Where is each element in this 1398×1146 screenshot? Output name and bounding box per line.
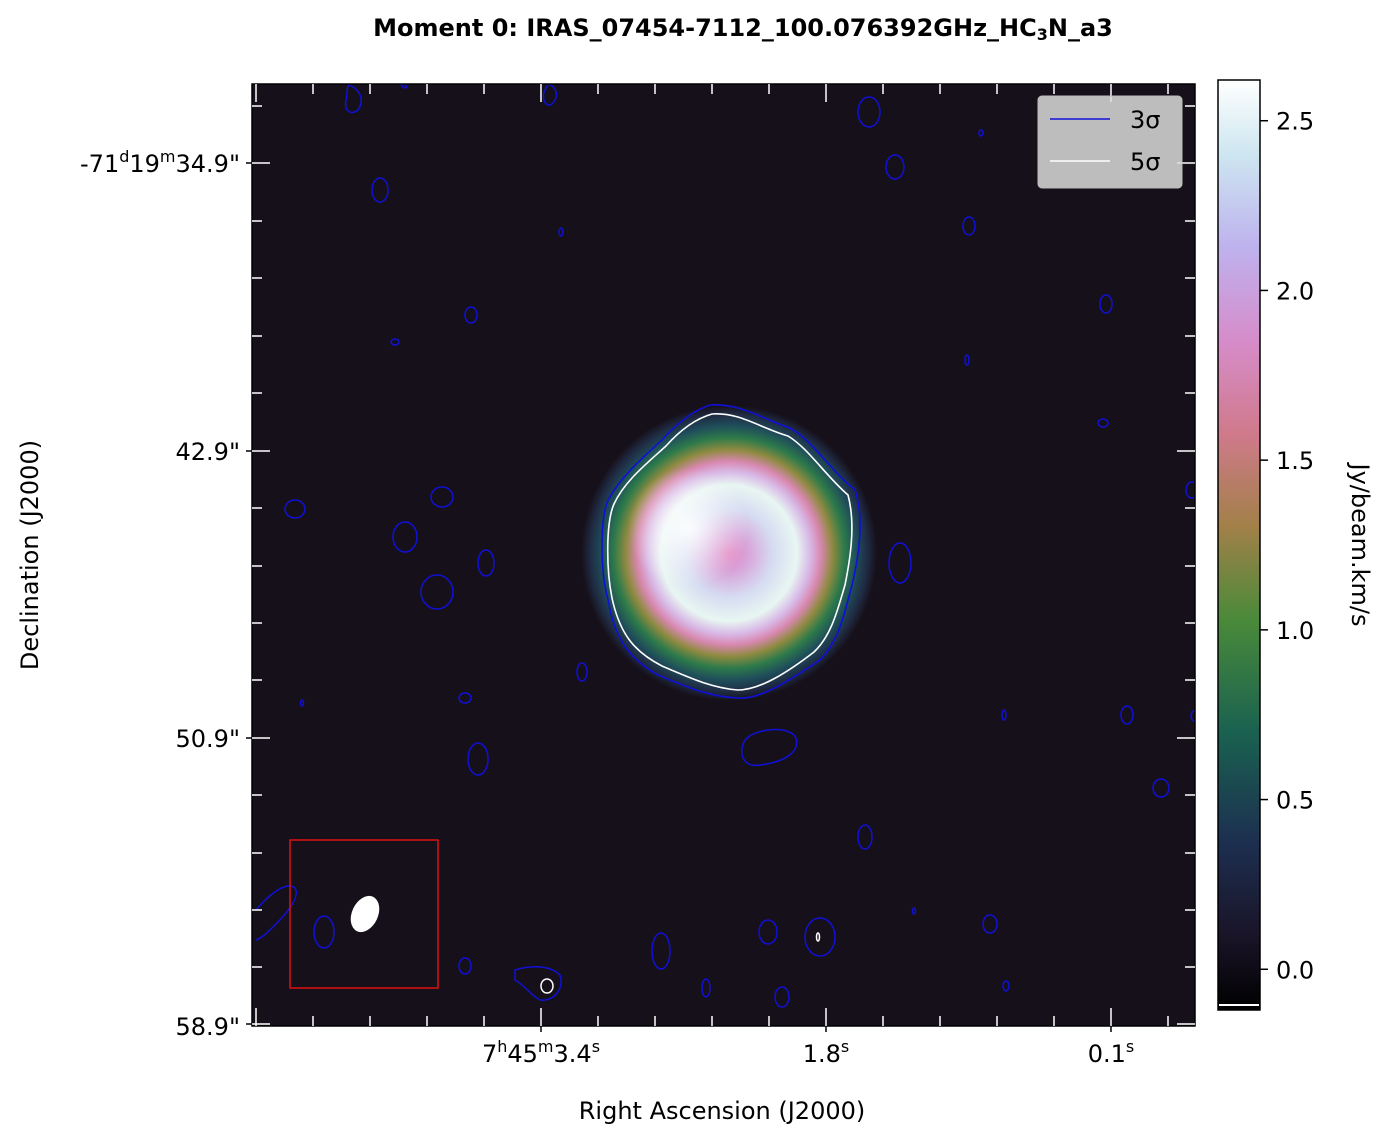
legend-5sigma-label: 5σ xyxy=(1130,148,1160,176)
ra-tick-1: 1.8s xyxy=(803,1037,850,1068)
beam-ellipse xyxy=(350,895,380,933)
plot-frame xyxy=(251,83,1196,1027)
colorbar-tick-label: 2.0 xyxy=(1276,277,1314,305)
dec-tick-1: 42.9" xyxy=(176,438,240,466)
colorbar-label: Jy/beam.km/s xyxy=(1346,463,1374,627)
title-prefix: Moment 0: IRAS_07454-7112_100.076392GHz_… xyxy=(373,14,1037,42)
dec-tick-2: 50.9" xyxy=(176,725,240,753)
legend-3sigma-label: 3σ xyxy=(1130,106,1160,134)
title-suffix: N_a3 xyxy=(1047,14,1113,42)
noise-contours xyxy=(255,84,1195,1008)
x-axis-label: Right Ascension (J2000) xyxy=(578,1097,866,1125)
ra-tick-0: 7h45m3.4s xyxy=(482,1037,600,1068)
colorbar-tick-label: 1.0 xyxy=(1276,617,1314,645)
contour-3sigma-main xyxy=(601,404,861,699)
colorbar-tick-label: 1.5 xyxy=(1276,447,1314,475)
dec-tick-0: -71d19m34.9" xyxy=(80,147,240,178)
chart-title: Moment 0: IRAS_07454-7112_100.076392GHz_… xyxy=(0,14,1398,44)
colorbar-tick-label: 2.5 xyxy=(1276,108,1314,136)
beam-box xyxy=(289,839,439,989)
colorbar-tick-label: 0.0 xyxy=(1276,956,1314,984)
colorbar-tick-label: 0.5 xyxy=(1276,787,1314,815)
noise-contours-5sigma xyxy=(540,932,821,994)
colorbar xyxy=(1217,79,1261,1011)
y-axis-label: Declination (J2000) xyxy=(16,439,44,671)
emission-bright-spot xyxy=(628,468,748,588)
title-subscript: 3 xyxy=(1036,25,1048,45)
contour-5sigma-main xyxy=(606,413,853,691)
ra-tick-2: 0.1s xyxy=(1088,1037,1135,1068)
legend: 3σ 5σ xyxy=(1037,95,1183,189)
dec-tick-3: 58.9" xyxy=(176,1013,240,1041)
colorbar-ticks: 0.0 0.5 1.0 1.5 2.0 2.5 xyxy=(1260,108,1314,984)
